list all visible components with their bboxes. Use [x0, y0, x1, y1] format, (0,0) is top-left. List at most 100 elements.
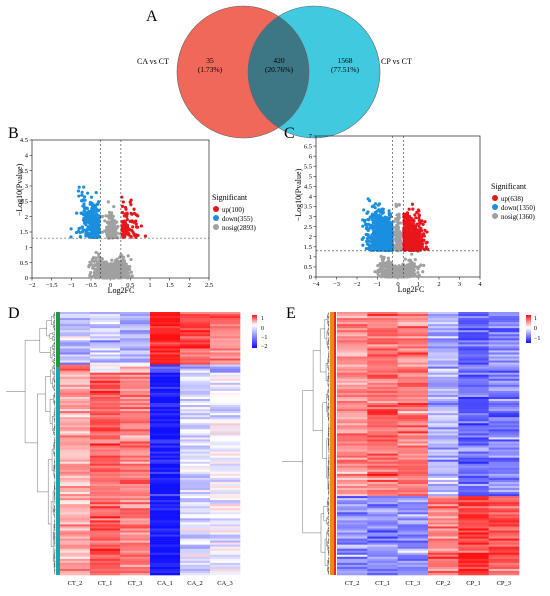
- point-up: [135, 225, 140, 229]
- heatmap-cell: [120, 425, 151, 428]
- legend-up-marker: [492, 195, 498, 201]
- heatmap-cell: [120, 437, 151, 440]
- heatmap-cell: [90, 324, 121, 327]
- heatmap-cell: [180, 366, 211, 369]
- heatmap-cell: [90, 350, 121, 353]
- point-nosig: [105, 275, 109, 279]
- heatmap-cell: [210, 366, 241, 369]
- heatmap-cell: [90, 435, 121, 438]
- point-nosig: [380, 257, 384, 261]
- point-down: [69, 235, 73, 239]
- point-nosig: [413, 258, 417, 262]
- heatmap-cell: [150, 407, 181, 410]
- point-down: [375, 209, 379, 213]
- heatmap-cell: [60, 403, 91, 406]
- heatmap-cell: [60, 324, 91, 327]
- point-down: [87, 212, 91, 216]
- x-tick-label: 0.5: [126, 282, 134, 289]
- point-down: [376, 235, 380, 239]
- y-tick-label: 4.5: [304, 184, 312, 191]
- heatmap-cell: [210, 425, 241, 428]
- heatmap-cell: [60, 374, 91, 378]
- heatmap-cell: [120, 463, 151, 467]
- point-nosig: [97, 252, 101, 256]
- heatmap-cell: [60, 441, 91, 444]
- heatmap-cell: [150, 348, 181, 351]
- point-nosig: [122, 264, 127, 268]
- point-nosig: [94, 259, 98, 263]
- point-up: [407, 225, 412, 229]
- point-nosig: [94, 263, 98, 268]
- x-tick-label: 1: [417, 281, 420, 288]
- heatmap-cell: [180, 328, 211, 331]
- heatmap-cell: [150, 467, 181, 471]
- heatmap-cell: [120, 372, 151, 376]
- point-nosig: [399, 240, 403, 245]
- heatmap-cell: [180, 362, 211, 365]
- heatmap-cell: [150, 453, 181, 456]
- heatmap-cell: [210, 312, 241, 315]
- x-tick-label: 2: [188, 282, 191, 289]
- y-tick-label: 3.5: [20, 168, 28, 175]
- heatmap-cell: [90, 328, 121, 331]
- point-nosig: [129, 257, 133, 262]
- heatmap-cell: [60, 471, 91, 475]
- heatmap-cell: [150, 330, 181, 333]
- heatmap-cell: [210, 352, 241, 355]
- point-down: [366, 210, 370, 214]
- point-nosig: [115, 274, 119, 278]
- heatmap-cell: [150, 366, 181, 369]
- point-down: [85, 227, 90, 231]
- heatmap-cell: [90, 378, 121, 382]
- heatmap-cell: [210, 423, 241, 426]
- heatmap-cell: [120, 471, 151, 475]
- legend-nosig-marker: [492, 213, 498, 219]
- heatmap-cell: [90, 370, 121, 373]
- heatmap-cell: [210, 316, 241, 319]
- heatmap-cell: [180, 398, 211, 402]
- heatmap-cell: [150, 447, 181, 450]
- point-nosig: [111, 230, 115, 234]
- heatmap-cell: [180, 407, 211, 410]
- point-up: [409, 247, 413, 251]
- point-nosig: [108, 212, 113, 217]
- volcano-c-ylabel: −Log10(Pvalue): [294, 168, 303, 221]
- heatmap-cell: [150, 336, 181, 339]
- point-nosig: [386, 259, 391, 263]
- point-nosig: [410, 252, 414, 256]
- point-down: [387, 212, 391, 216]
- heatmap-cell: [60, 368, 91, 371]
- point-down: [375, 232, 379, 236]
- heatmap-cell: [210, 407, 241, 410]
- heatmap-cell: [180, 318, 211, 321]
- heatmap-cell: [60, 372, 91, 376]
- heatmap-cell: [90, 376, 121, 380]
- heatmap-cell: [60, 411, 91, 414]
- heatmap-cell: [120, 459, 151, 462]
- heatmap-cell: [120, 332, 151, 335]
- heatmap-cell: [120, 330, 151, 333]
- point-down: [364, 246, 368, 251]
- point-nosig: [411, 274, 415, 278]
- point-nosig: [101, 276, 105, 280]
- point-nosig: [396, 227, 400, 231]
- point-up: [123, 205, 128, 210]
- point-down: [384, 221, 388, 225]
- heatmap-cell: [120, 318, 151, 321]
- point-nosig: [113, 268, 118, 272]
- heatmap-cell: [150, 380, 181, 384]
- venn-left-label: CA vs CT: [137, 57, 169, 66]
- heatmap-cell: [90, 390, 121, 394]
- heatmap-cell: [150, 443, 181, 446]
- heatmap-cell: [120, 386, 151, 390]
- point-down: [379, 242, 383, 247]
- heatmap-cell: [150, 316, 181, 319]
- heatmap-cell: [90, 417, 121, 420]
- point-up: [419, 246, 423, 251]
- heatmap-cell: [150, 390, 181, 394]
- point-up: [421, 232, 426, 236]
- heatmap-cell: [210, 390, 241, 394]
- heatmap-cell: [90, 451, 121, 454]
- point-nosig: [104, 262, 108, 266]
- heatmap-cell: [180, 356, 211, 359]
